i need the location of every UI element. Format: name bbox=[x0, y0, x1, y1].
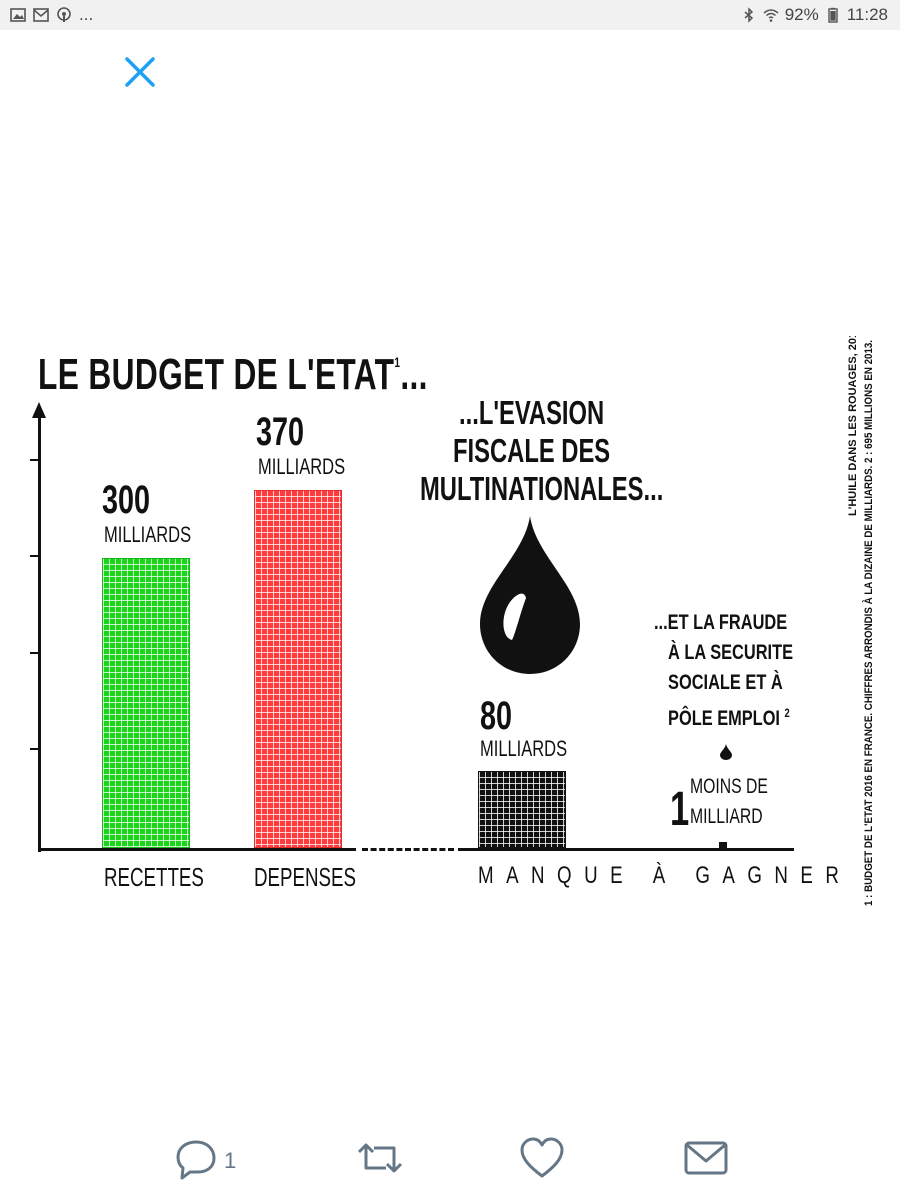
credits-line-2: 1 : BUDGET DE L'ETAT 2016 EN FRANCE. CHI… bbox=[862, 340, 875, 906]
evasion-line: ...L'EVASION bbox=[459, 394, 605, 431]
message-button[interactable] bbox=[682, 1134, 730, 1182]
y-axis-arrow bbox=[32, 402, 46, 418]
y-axis-tick bbox=[30, 748, 40, 750]
infographic-title: LE BUDGET DE L'ETAT1... bbox=[38, 350, 428, 400]
unit-depenses: MILLIARDS bbox=[258, 454, 346, 479]
status-more: ... bbox=[79, 5, 94, 24]
unit-fraude-line: MILLIARD bbox=[690, 805, 763, 828]
close-icon bbox=[125, 57, 155, 87]
evasion-line: MULTINATIONALES... bbox=[420, 470, 664, 507]
fraude-footnote-mark: 2 bbox=[784, 706, 790, 720]
title-footnote-mark: 1 bbox=[394, 354, 401, 370]
unit-fraude-line: MOINS DE bbox=[690, 775, 768, 798]
unit-fraude: MOINS DE MILLIARD bbox=[690, 772, 768, 832]
credits-line-1: L'HUILE DANS LES ROUAGES, 2017. bbox=[847, 336, 859, 516]
fraude-line: ...ET LA FRAUDE bbox=[654, 611, 788, 634]
value-depenses: 370 bbox=[256, 410, 305, 454]
wifi-icon bbox=[763, 7, 779, 23]
value-recettes: 300 bbox=[102, 478, 151, 522]
evasion-line: FISCALE DES bbox=[453, 432, 611, 469]
small-oil-drop-icon bbox=[720, 744, 732, 760]
reply-count: 1 bbox=[224, 1148, 237, 1173]
retweet-icon bbox=[357, 1143, 403, 1173]
evasion-heading: ...L'EVASION FISCALE DES MULTINATIONALES… bbox=[420, 394, 664, 508]
fraude-heading: ...ET LA FRAUDE À LA SECURITE SOCIALE ET… bbox=[654, 608, 793, 734]
title-ellipsis: ... bbox=[400, 350, 428, 399]
bluetooth-icon bbox=[741, 7, 757, 23]
like-button[interactable] bbox=[518, 1134, 566, 1182]
retweet-button[interactable] bbox=[356, 1134, 404, 1182]
status-bar: ... 92% 11:28 bbox=[0, 0, 900, 30]
battery-icon bbox=[825, 7, 841, 23]
value-fraude: 1 bbox=[670, 783, 690, 836]
podcast-icon bbox=[56, 7, 72, 23]
value-evasion: 80 bbox=[480, 694, 513, 738]
status-bar-left: ... bbox=[10, 5, 93, 25]
bar-recettes bbox=[102, 558, 190, 848]
fraude-line: À LA SECURITE bbox=[668, 641, 794, 664]
unit-evasion: MILLIARDS bbox=[480, 736, 568, 761]
status-time: 11:28 bbox=[846, 5, 888, 24]
y-axis-tick bbox=[30, 652, 40, 654]
bar-depenses bbox=[254, 490, 342, 848]
image-icon bbox=[10, 7, 26, 23]
message-icon bbox=[684, 1141, 728, 1175]
like-icon bbox=[520, 1137, 564, 1178]
close-button[interactable] bbox=[118, 50, 162, 94]
unit-recettes: MILLIARDS bbox=[104, 522, 192, 547]
fraude-line: SOCIALE ET À bbox=[668, 671, 783, 694]
x-axis-dashed-gap bbox=[362, 848, 454, 851]
label-recettes: RECETTES bbox=[104, 862, 204, 892]
credits-vertical: L'HUILE DANS LES ROUAGES, 2017. 1 : BUDG… bbox=[838, 323, 886, 916]
fraude-line: PÔLE EMPLOI bbox=[668, 707, 780, 730]
fraude-line-last: PÔLE EMPLOI 2 bbox=[654, 698, 793, 734]
battery-percent: 92% bbox=[784, 5, 819, 24]
label-manque-a-gagner: MANQUE À GAGNER bbox=[478, 862, 852, 889]
y-axis bbox=[38, 418, 41, 852]
status-bar-right: 92% 11:28 bbox=[741, 5, 888, 25]
y-axis-tick bbox=[30, 555, 40, 557]
oil-drop-icon bbox=[480, 516, 580, 674]
bar-fraude bbox=[719, 842, 727, 848]
label-depenses: DEPENSES bbox=[254, 862, 356, 892]
reply-button[interactable] bbox=[172, 1134, 220, 1182]
mail-icon bbox=[33, 7, 49, 23]
infographic-image[interactable]: LE BUDGET DE L'ETAT1... 300 MILLIARDS 37… bbox=[0, 323, 900, 910]
reply-icon bbox=[176, 1140, 216, 1180]
x-axis bbox=[38, 848, 356, 851]
title-text: LE BUDGET DE L'ETAT bbox=[38, 350, 395, 399]
tweet-action-bar: 1 bbox=[0, 1130, 900, 1190]
y-axis-tick bbox=[30, 459, 40, 461]
bar-evasion bbox=[478, 771, 566, 848]
x-axis-manque bbox=[458, 848, 794, 851]
